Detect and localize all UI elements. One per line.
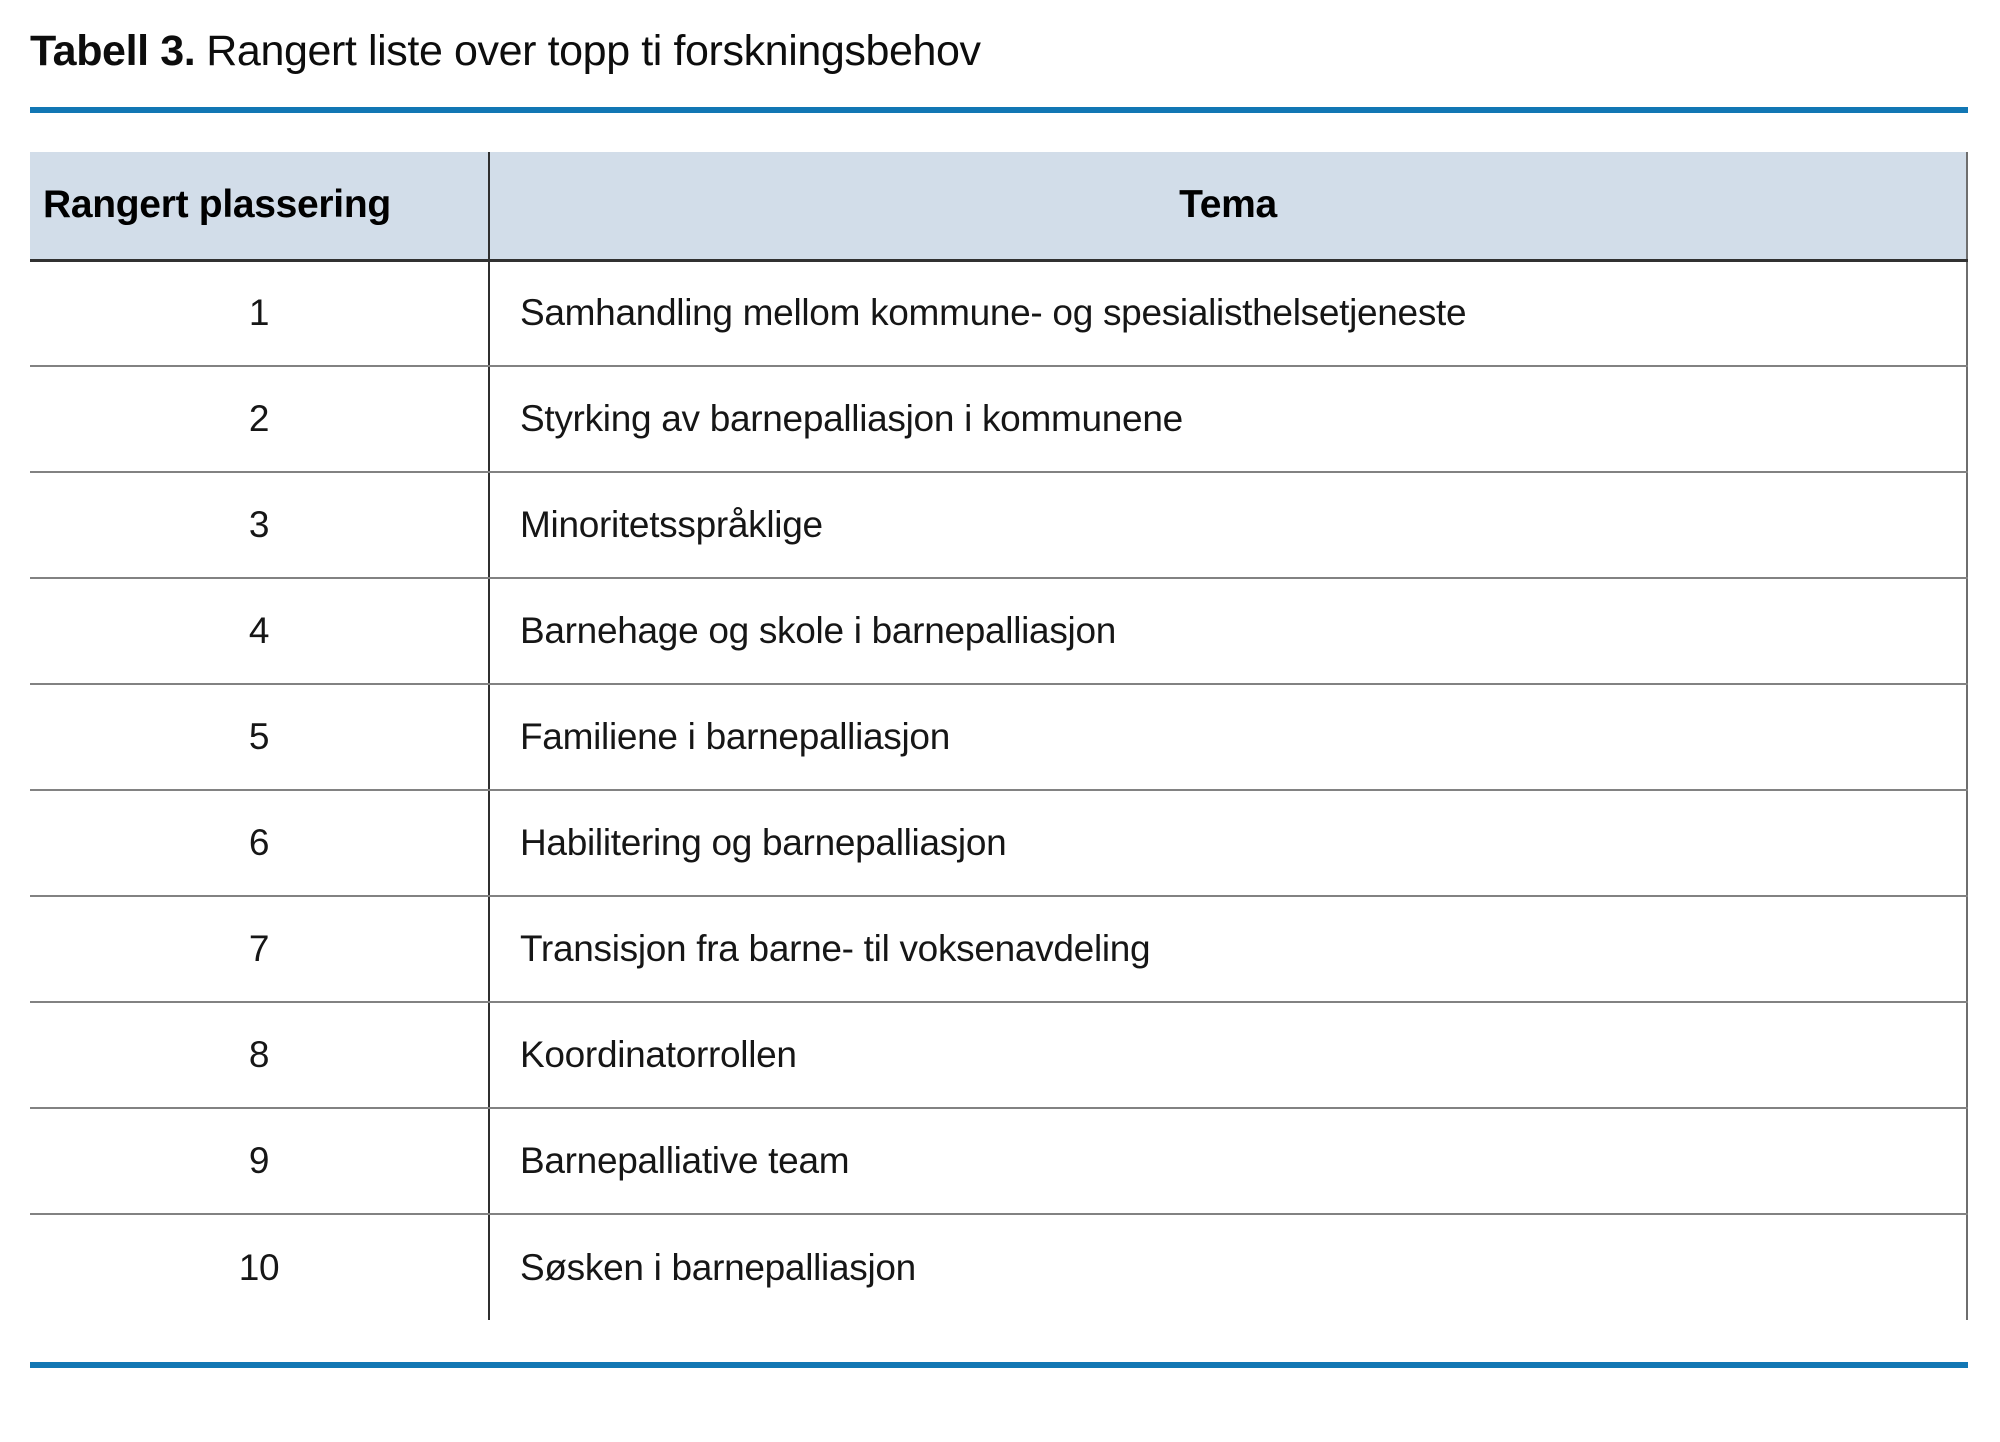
tema-cell: Samhandling mellom kommune- og spesialis…	[489, 260, 1968, 367]
tema-cell: Barnepalliative team	[489, 1108, 1968, 1215]
col-header-tema: Tema	[489, 152, 1968, 262]
table-row: 1 Samhandling mellom kommune- og spesial…	[30, 260, 1968, 367]
table-caption: Tabell 3. Rangert liste over topp ti fors…	[30, 26, 1968, 76]
rank-cell: 3	[30, 472, 490, 579]
table-row: 9 Barnepalliative team	[30, 1108, 1968, 1215]
table-row: 5 Familiene i barnepalliasjon	[30, 684, 1968, 791]
rank-cell: 6	[30, 790, 490, 897]
rank-cell: 1	[30, 260, 490, 367]
tema-cell: Koordinatorrollen	[489, 1002, 1968, 1109]
rank-cell: 8	[30, 1002, 490, 1109]
rank-cell: 9	[30, 1108, 490, 1215]
bottom-rule	[30, 1362, 1968, 1368]
rank-cell: 7	[30, 896, 490, 1003]
table-row: 7 Transisjon fra barne- til voksenavdeli…	[30, 896, 1968, 1003]
page: Tabell 3. Rangert liste over topp ti fors…	[0, 26, 2000, 1442]
rank-cell: 5	[30, 684, 490, 791]
table-row: 6 Habilitering og barnepalliasjon	[30, 790, 1968, 897]
tema-cell: Søsken i barnepalliasjon	[489, 1214, 1968, 1320]
table-row: 4 Barnehage og skole i barnepalliasjon	[30, 578, 1968, 685]
ranked-research-needs-table: Rangert plassering Tema 1 Samhandling me…	[30, 152, 1968, 1320]
tema-cell: Transisjon fra barne- til voksenavdeling	[489, 896, 1968, 1003]
rank-cell: 10	[30, 1214, 490, 1320]
table-row: 8 Koordinatorrollen	[30, 1002, 1968, 1109]
table-row: 3 Minoritetsspråklige	[30, 472, 1968, 579]
tema-cell: Styrking av barnepalliasjon i kommunene	[489, 366, 1968, 473]
tema-cell: Habilitering og barnepalliasjon	[489, 790, 1968, 897]
table-row: 2 Styrking av barnepalliasjon i kommunen…	[30, 366, 1968, 473]
tema-cell: Familiene i barnepalliasjon	[489, 684, 1968, 791]
rank-cell: 4	[30, 578, 490, 685]
header-row: Rangert plassering Tema	[30, 152, 1968, 262]
rank-cell: 2	[30, 366, 490, 473]
tema-cell: Barnehage og skole i barnepalliasjon	[489, 578, 1968, 685]
tema-cell: Minoritetsspråklige	[489, 472, 1968, 579]
col-header-rangert-plassering: Rangert plassering	[30, 152, 490, 262]
table-caption-text: Rangert liste over topp ti forskningsbeh…	[206, 27, 981, 75]
table-row: 10 Søsken i barnepalliasjon	[30, 1214, 1968, 1320]
top-rule	[30, 107, 1968, 113]
table-caption-label: Tabell 3.	[30, 27, 196, 75]
